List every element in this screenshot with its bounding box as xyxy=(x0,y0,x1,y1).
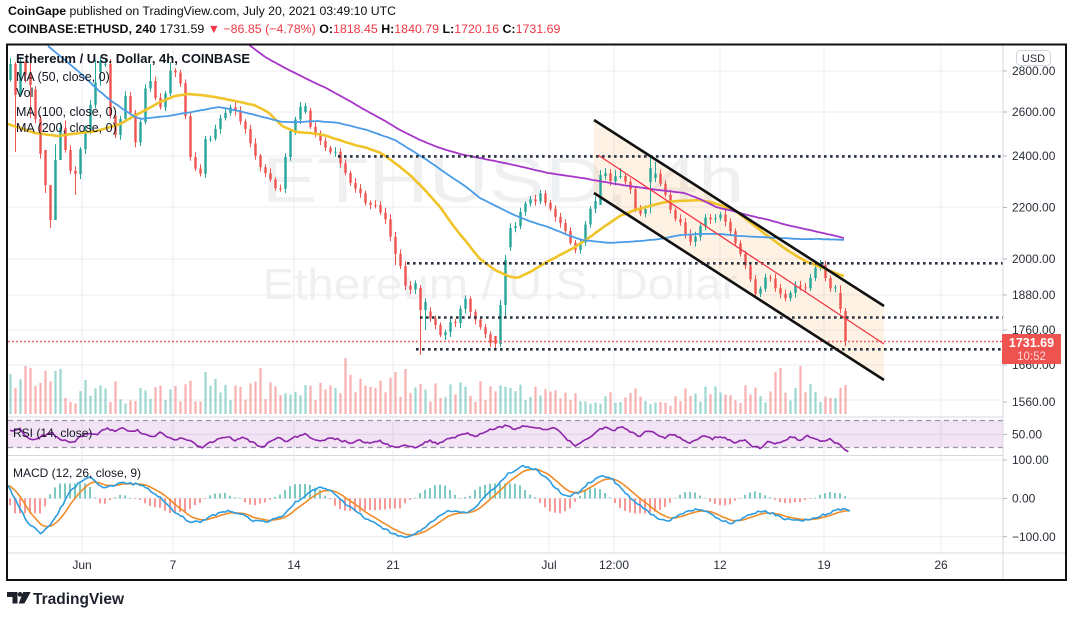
svg-text:14: 14 xyxy=(287,558,301,572)
svg-text:2400.00: 2400.00 xyxy=(1012,149,1056,163)
svg-text:USD: USD xyxy=(1022,53,1045,65)
svg-text:12: 12 xyxy=(713,558,727,572)
svg-text:21: 21 xyxy=(386,558,400,572)
svg-text:−100.00: −100.00 xyxy=(1012,530,1056,544)
svg-text:1560.00: 1560.00 xyxy=(1012,395,1056,409)
svg-text:19: 19 xyxy=(817,558,831,572)
svg-text:2600.00: 2600.00 xyxy=(1012,105,1056,119)
svg-text:0.00: 0.00 xyxy=(1012,492,1036,506)
svg-text:26: 26 xyxy=(934,558,948,572)
svg-text:2800.00: 2800.00 xyxy=(1012,64,1056,78)
svg-text:1760.00: 1760.00 xyxy=(1012,323,1056,337)
svg-text:7: 7 xyxy=(170,558,177,572)
svg-text:1880.00: 1880.00 xyxy=(1012,288,1056,302)
svg-text:Vol: Vol xyxy=(16,86,33,100)
svg-text:TradingView: TradingView xyxy=(33,591,125,608)
svg-text:COINBASE:ETHUSD, 240 1731.59 ▼: COINBASE:ETHUSD, 240 1731.59 ▼ −86.85 (−… xyxy=(8,22,560,36)
svg-text:100.00: 100.00 xyxy=(1012,453,1049,467)
svg-text:MA (50, close, 0): MA (50, close, 0) xyxy=(16,70,110,84)
svg-text:Jul: Jul xyxy=(541,558,556,572)
svg-text:CoinGape published on TradingV: CoinGape published on TradingView.com, J… xyxy=(8,4,396,18)
svg-text:2200.00: 2200.00 xyxy=(1012,201,1056,215)
svg-text:12:00: 12:00 xyxy=(599,558,629,572)
svg-text:MA (100, close, 0): MA (100, close, 0) xyxy=(16,105,117,119)
svg-text:10:52: 10:52 xyxy=(1017,351,1046,363)
svg-text:Ethereum / U.S. Dollar, 4h, CO: Ethereum / U.S. Dollar, 4h, COINBASE xyxy=(16,51,250,66)
svg-text:1731.69: 1731.69 xyxy=(1009,336,1054,350)
svg-text:MA (200, close, 0): MA (200, close, 0) xyxy=(16,121,117,135)
svg-text:50.00: 50.00 xyxy=(1012,428,1042,442)
svg-text:RSI (14, close): RSI (14, close) xyxy=(13,426,92,440)
svg-text:MACD (12, 26, close, 9): MACD (12, 26, close, 9) xyxy=(13,466,141,480)
svg-text:Jun: Jun xyxy=(72,558,91,572)
svg-text:2000.00: 2000.00 xyxy=(1012,252,1056,266)
